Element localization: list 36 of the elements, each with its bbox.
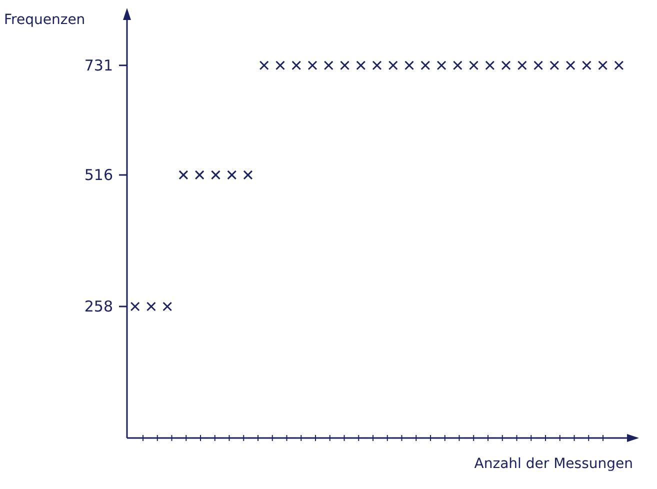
point <box>178 170 188 180</box>
point <box>324 60 334 70</box>
point <box>485 60 495 70</box>
point <box>292 60 302 70</box>
point <box>227 170 237 180</box>
y-tick-label: 731 <box>84 56 113 75</box>
point <box>162 302 172 312</box>
y-tick-label: 516 <box>84 166 113 184</box>
point <box>469 60 479 70</box>
point <box>340 60 350 70</box>
point <box>436 60 446 70</box>
point <box>614 60 624 70</box>
point <box>243 170 253 180</box>
x-axis-title: Anzahl der Messungen <box>474 456 633 472</box>
point <box>598 60 608 70</box>
point <box>308 60 318 70</box>
point <box>146 302 156 312</box>
point <box>517 60 527 70</box>
point <box>550 60 560 70</box>
point <box>130 302 140 312</box>
y-axis-title: Frequenzen <box>4 12 86 28</box>
point <box>420 60 430 70</box>
point <box>275 60 285 70</box>
point <box>501 60 511 70</box>
point <box>210 170 220 180</box>
point <box>194 170 204 180</box>
point <box>356 60 366 70</box>
point <box>566 60 576 70</box>
y-tick-label: 258 <box>84 298 113 316</box>
point <box>372 60 382 70</box>
point <box>534 60 544 70</box>
point <box>388 60 398 70</box>
point <box>259 60 269 70</box>
point <box>452 60 462 70</box>
point <box>582 60 592 70</box>
point <box>404 60 414 70</box>
